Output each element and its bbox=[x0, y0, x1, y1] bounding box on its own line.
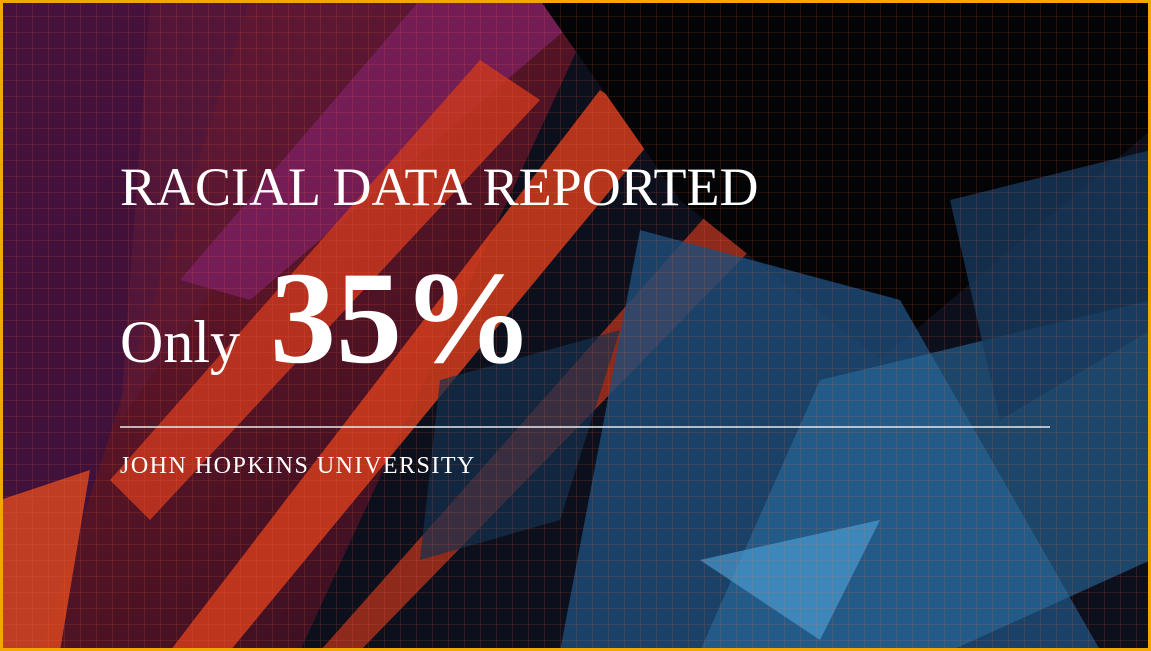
headline-figure: 35% bbox=[270, 244, 534, 391]
source: JOHN HOPKINS UNIVERSITY bbox=[120, 453, 476, 479]
slide-title: RACIAL DATA REPORTED bbox=[120, 157, 758, 217]
slide: RACIAL DATA REPORTED Only 35% JOHN HOPKI… bbox=[0, 0, 1151, 651]
prefix: Only bbox=[120, 309, 240, 375]
